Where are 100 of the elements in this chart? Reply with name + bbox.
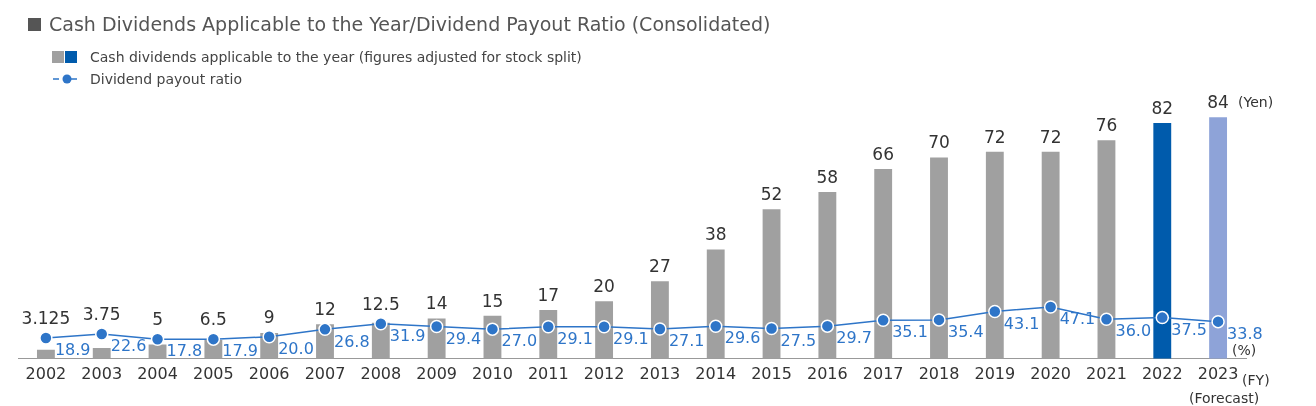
bar	[818, 192, 837, 359]
data-label: 52	[760, 184, 783, 205]
point	[653, 322, 667, 336]
x-tick-label: 2009	[416, 363, 457, 383]
legend-label: Dividend payout ratio	[90, 71, 242, 87]
data-label: 14	[425, 293, 448, 314]
point	[876, 313, 890, 327]
data-label: 66	[872, 143, 894, 164]
data-label: 3.75	[82, 303, 121, 324]
chart-title: Cash Dividends Applicable to the Year/Dividend Payout Ratio (Consolidated)	[49, 13, 771, 35]
data-label: 35.4	[948, 322, 984, 342]
data-label: 29.4	[445, 328, 482, 348]
x-tick-label: 2007	[304, 363, 346, 383]
annotation: (%)	[1232, 342, 1257, 359]
legend-label: Cash dividends applicable to the year (figures adjusted for stock split)	[90, 49, 582, 65]
data-label: 29.7	[836, 328, 872, 348]
point	[39, 331, 53, 345]
data-label: 3.125	[21, 307, 71, 328]
point	[206, 332, 221, 346]
data-label: 29.1	[613, 328, 649, 348]
x-tick-label: 2011	[527, 363, 569, 383]
x-tick-label: 2022	[1141, 363, 1183, 383]
x-tick-label: 2023	[1197, 363, 1239, 383]
bar	[1153, 123, 1172, 359]
point	[708, 319, 723, 334]
data-label: 6.5	[199, 309, 227, 330]
bar	[92, 348, 111, 359]
data-label: 22.6	[110, 336, 147, 356]
data-label: 58	[816, 166, 839, 187]
point	[820, 319, 835, 333]
text: (Yen)	[1238, 93, 1274, 110]
point	[1043, 300, 1058, 314]
data-label: 15	[481, 290, 504, 311]
data-label: 17.8	[166, 341, 203, 361]
x-tick-label: 2017	[862, 363, 904, 383]
data-label: 9	[263, 306, 275, 327]
data-label: 72	[1039, 126, 1062, 147]
bar	[1041, 151, 1060, 359]
point	[374, 316, 388, 331]
data-label: 72	[984, 126, 1006, 147]
x-tick-label: 2013	[639, 363, 681, 383]
point	[262, 330, 276, 344]
x-tick-label: 2002	[25, 363, 67, 383]
data-label: 27.5	[780, 330, 817, 350]
x-tick-label: 2019	[974, 363, 1016, 383]
data-label: 70	[928, 132, 950, 153]
data-label: 27	[649, 256, 671, 277]
point	[988, 304, 1002, 319]
x-tick-label: 2006	[248, 363, 290, 383]
x-tick-label: 2008	[360, 363, 402, 383]
data-label: 84	[1207, 92, 1229, 113]
data-label: 38	[704, 224, 727, 245]
data-label: 47.1	[1059, 309, 1096, 329]
point	[318, 322, 332, 337]
data-label: 20.0	[278, 338, 314, 358]
point	[932, 313, 946, 327]
data-label: 31.9	[389, 325, 426, 345]
point	[429, 319, 444, 334]
x-tick-label: 2018	[918, 363, 960, 383]
data-label: 12	[314, 299, 336, 320]
point	[597, 320, 611, 334]
data-label: 29.1	[557, 328, 593, 348]
data-label: 33.8	[1227, 323, 1263, 343]
x-tick-label: 2016	[807, 363, 848, 383]
data-label: 37.5	[1171, 319, 1207, 339]
x-tick-label: 2010	[472, 363, 513, 383]
data-label: 17	[537, 284, 560, 305]
x-tick-label: 2012	[583, 363, 625, 383]
data-label: 35.1	[892, 322, 928, 342]
text: (Forecast)	[1189, 389, 1260, 406]
data-label: 20	[593, 276, 615, 297]
data-label: 17.9	[222, 341, 258, 361]
x-tick-label: 2005	[193, 363, 234, 383]
bar	[985, 151, 1004, 359]
data-label: 76	[1095, 115, 1118, 136]
data-label: 26.8	[334, 331, 370, 351]
x-tick-label: 2004	[137, 363, 178, 383]
bar	[762, 209, 781, 359]
point	[1099, 312, 1114, 326]
data-label: 29.6	[724, 328, 761, 348]
bar	[930, 157, 948, 359]
x-tick-label: 2021	[1086, 363, 1127, 383]
data-label: 36.0	[1115, 321, 1152, 341]
data-label: 5	[152, 309, 163, 330]
data-label: 27.0	[501, 331, 538, 351]
point	[1211, 314, 1225, 329]
data-label: 82	[1151, 97, 1174, 118]
data-label: 43.1	[1003, 313, 1040, 333]
text: (FY)	[1242, 371, 1270, 388]
data-label: 27.1	[668, 331, 705, 351]
x-tick-label: 2015	[751, 363, 792, 383]
x-tick-label: 2014	[695, 363, 737, 383]
data-label: 18.9	[54, 340, 91, 360]
bar	[706, 249, 725, 359]
bar	[874, 169, 893, 359]
bar	[1209, 117, 1228, 359]
x-tick-label: 2020	[1030, 363, 1071, 383]
bar	[1097, 140, 1116, 359]
data-label: 12.5	[361, 293, 400, 314]
point	[150, 332, 165, 346]
